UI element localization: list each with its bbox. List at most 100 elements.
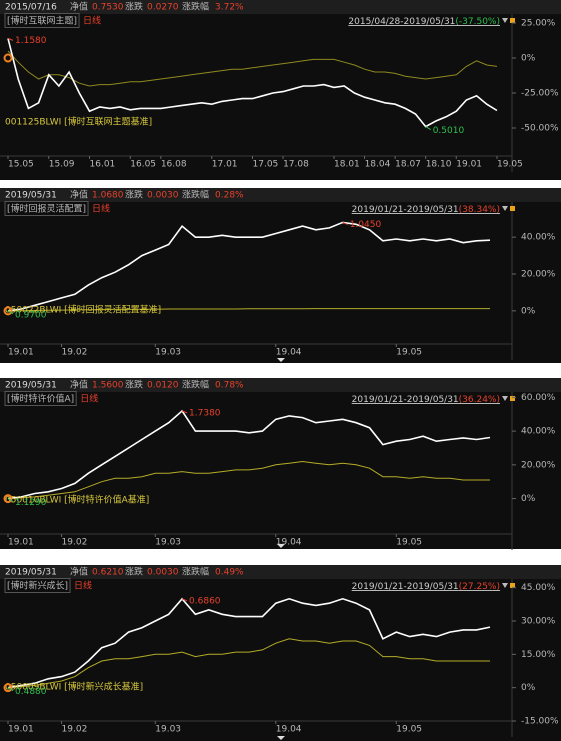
min-label: 1.1290 bbox=[15, 498, 47, 508]
header-bar bbox=[0, 378, 561, 392]
series-line bbox=[7, 308, 490, 312]
x-tick-label: 15.09 bbox=[49, 160, 75, 170]
benchmark-label: 050022BLWI [博时回报灵活配置基准] bbox=[5, 304, 161, 316]
min-pointer bbox=[7, 687, 14, 692]
header-chg-label: 涨跌 bbox=[125, 2, 143, 13]
y-tick-label: 0% bbox=[521, 306, 536, 316]
min-pointer bbox=[7, 498, 14, 503]
x-tick-label: 17.05 bbox=[253, 160, 279, 170]
series-line bbox=[7, 38, 498, 128]
y-tick-label: 15.00% bbox=[521, 650, 556, 660]
x-tick-label: 19.02 bbox=[62, 538, 88, 548]
max-label: 1.0450 bbox=[350, 220, 382, 230]
range-change: (36.24%) bbox=[459, 395, 500, 405]
x-tick-label: 19.01 bbox=[8, 348, 34, 358]
lock-icon bbox=[510, 583, 515, 588]
x-tick-label: 19.03 bbox=[155, 538, 181, 548]
header-pct: 0.49% bbox=[215, 568, 244, 578]
period: 日线 bbox=[80, 393, 98, 405]
header-chg-label: 涨跌 bbox=[125, 190, 143, 201]
x-tick-label: 19.01 bbox=[8, 725, 34, 735]
series-line bbox=[7, 409, 491, 500]
range-dates: 2015/04/28-2019/05/31 bbox=[348, 17, 455, 27]
x-tick-label: 19.02 bbox=[62, 725, 88, 735]
header-nav: 0.7530 bbox=[92, 3, 124, 13]
x-tick-label: 18.07 bbox=[395, 160, 421, 170]
header-pct-label: 涨跌幅 bbox=[182, 379, 209, 391]
start-marker bbox=[3, 53, 13, 63]
max-label: 1.7380 bbox=[189, 408, 221, 418]
header-nav-label: 净值 bbox=[70, 189, 88, 201]
header-pct-label: 涨跌幅 bbox=[182, 566, 209, 578]
scroll-marker bbox=[277, 736, 285, 740]
x-tick-label: 19.02 bbox=[62, 348, 88, 358]
x-tick-label: 19.04 bbox=[276, 538, 302, 548]
header-bar bbox=[0, 0, 561, 14]
range: 2015/04/28-2019/05/31(-37.50%) bbox=[348, 17, 500, 27]
benchmark-label: 001125BLWI [博时互联网主题基准] bbox=[5, 116, 152, 128]
panel-bg bbox=[0, 565, 561, 741]
range: 2019/01/21-2019/05/31(27.25%) bbox=[352, 582, 500, 592]
fund-tag: [博时回报灵活配置] bbox=[7, 203, 86, 215]
dropdown-icon bbox=[502, 18, 508, 23]
range-dates: 2019/01/21-2019/05/31 bbox=[352, 395, 459, 405]
min-pointer bbox=[425, 126, 431, 131]
range-change: (38.34%) bbox=[459, 205, 500, 215]
benchmark-label: 050009BLWI [博时新兴成长基准] bbox=[5, 681, 143, 693]
y-tick-label: -25.00% bbox=[521, 89, 559, 99]
y-tick-label: 0% bbox=[521, 494, 536, 504]
x-tick-label: 17.01 bbox=[212, 160, 238, 170]
header-chg: 0.0270 bbox=[147, 3, 179, 13]
y-tick-label: 20.00% bbox=[521, 270, 556, 280]
lock-icon bbox=[510, 206, 515, 211]
scroll-marker bbox=[277, 544, 285, 548]
header-pct: 0.28% bbox=[215, 191, 244, 201]
y-tick-label: 45.00% bbox=[521, 583, 556, 593]
start-marker bbox=[3, 306, 13, 316]
header-date: 2019/05/31 bbox=[5, 191, 57, 201]
fund-tag-box bbox=[4, 391, 77, 406]
header-nav: 0.6210 bbox=[92, 568, 124, 578]
dropdown-icon bbox=[502, 206, 508, 211]
y-tick-label: 0% bbox=[521, 683, 536, 693]
y-tick-label: 40.00% bbox=[521, 233, 556, 243]
series-line bbox=[7, 221, 491, 312]
header-nav: 1.5600 bbox=[92, 381, 124, 391]
lock-icon bbox=[510, 18, 515, 23]
header-pct: 0.78% bbox=[215, 381, 244, 391]
header-bar bbox=[0, 188, 561, 202]
y-tick-label: 30.00% bbox=[521, 617, 556, 627]
header-pct: 3.72% bbox=[215, 3, 244, 13]
series-line bbox=[7, 597, 491, 689]
header-date: 2019/05/31 bbox=[5, 381, 57, 391]
fund-tag: [博时互联网主题] bbox=[7, 15, 77, 27]
range-change: (27.25%) bbox=[459, 582, 500, 592]
x-tick-label: 19.03 bbox=[155, 348, 181, 358]
series-line bbox=[7, 50, 498, 87]
y-tick-label: 25.00% bbox=[521, 19, 556, 29]
x-tick-label: 19.05 bbox=[396, 348, 422, 358]
header-nav-label: 净值 bbox=[70, 1, 88, 13]
start-marker bbox=[3, 683, 13, 693]
period: 日线 bbox=[74, 580, 92, 592]
x-tick-label: 17.08 bbox=[283, 160, 309, 170]
period: 日线 bbox=[92, 203, 110, 215]
dropdown-icon bbox=[502, 396, 508, 401]
max-pointer bbox=[342, 221, 348, 225]
header-nav-label: 净值 bbox=[70, 566, 88, 578]
min-label: 0.9700 bbox=[15, 310, 47, 320]
fund-tag-box bbox=[4, 13, 80, 28]
x-tick-label: 19.04 bbox=[276, 725, 302, 735]
period: 日线 bbox=[83, 15, 101, 27]
lock-icon bbox=[510, 396, 515, 401]
x-tick-label: 18.01 bbox=[334, 160, 360, 170]
fund-tag: [博时新兴成长] bbox=[7, 580, 68, 592]
x-tick-label: 19.05 bbox=[396, 538, 422, 548]
max-label: 0.6860 bbox=[189, 596, 221, 606]
max-pointer bbox=[181, 598, 188, 602]
x-tick-label: 19.01 bbox=[456, 160, 482, 170]
range: 2019/01/21-2019/05/31(38.34%) bbox=[352, 205, 500, 215]
y-tick-label: 40.00% bbox=[521, 427, 556, 437]
panel-bg bbox=[0, 188, 561, 363]
